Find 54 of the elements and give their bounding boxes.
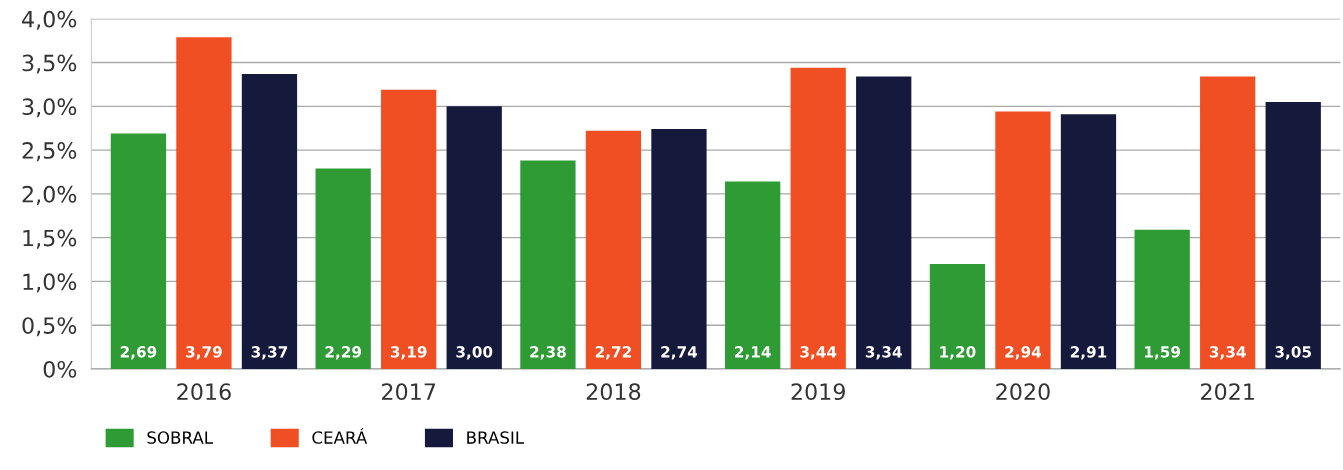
legend-label: SOBRAL: [147, 431, 213, 444]
y-tick-label: 0%: [43, 360, 77, 378]
legend-label: BRASIL: [467, 431, 525, 444]
data-label: 2,72: [595, 346, 631, 360]
data-label: 1,59: [1145, 346, 1181, 360]
bar: [446, 106, 502, 369]
bar: [315, 168, 371, 369]
bar: [929, 263, 986, 369]
bar: [790, 67, 846, 369]
y-tick-label: 2,5%: [22, 142, 77, 162]
data-label: 3,44: [800, 346, 837, 360]
data-label: 3,37: [251, 346, 288, 360]
bar: [110, 133, 167, 369]
data-label: 2,74: [661, 346, 698, 360]
data-label: 1,20: [940, 346, 976, 360]
x-tick-label: 2021: [1201, 383, 1254, 401]
data-label: 3,19: [390, 346, 427, 360]
data-label: 3,34: [865, 346, 902, 360]
legend-label: CEARÁ: [312, 428, 368, 444]
data-label: 3,34: [1209, 346, 1246, 360]
y-tick-label: 1,5%: [23, 229, 77, 249]
bar: [241, 73, 298, 369]
x-tick-label: 2019: [791, 383, 845, 401]
data-label: 2,69: [120, 346, 157, 360]
bar: [856, 76, 912, 369]
x-tick-label: 2016: [177, 383, 231, 401]
bar: [995, 111, 1051, 369]
bar: [176, 37, 232, 369]
data-label: 2,29: [325, 346, 362, 360]
x-tick-label: 2020: [996, 383, 1050, 401]
y-tick-label: 2,0%: [22, 185, 77, 205]
y-tick-label: 1,0%: [23, 273, 77, 293]
x-tick-label: 2017: [382, 383, 436, 401]
data-label: 2,94: [1005, 346, 1042, 360]
bar: [520, 160, 576, 369]
bar: [1134, 229, 1190, 369]
bar: [1265, 101, 1321, 369]
y-tick-label: 4,0%: [22, 10, 77, 30]
data-label: 3,79: [186, 346, 222, 360]
data-label: 2,38: [530, 346, 566, 360]
bar: [1060, 114, 1117, 369]
bar: [725, 181, 781, 369]
bar: [381, 89, 437, 369]
y-tick-label: 3,0%: [22, 98, 77, 118]
bar: [1200, 76, 1256, 369]
data-label: 3,05: [1275, 346, 1311, 360]
y-tick-label: 0,5%: [22, 317, 77, 337]
data-label: 2,14: [735, 346, 771, 360]
x-tick-label: 2018: [586, 383, 641, 401]
data-label: 2,91: [1070, 346, 1107, 360]
bar: [585, 130, 642, 369]
data-label: 3,00: [456, 346, 493, 360]
y-tick-label: 3,5%: [22, 54, 77, 74]
bar: [651, 129, 707, 369]
